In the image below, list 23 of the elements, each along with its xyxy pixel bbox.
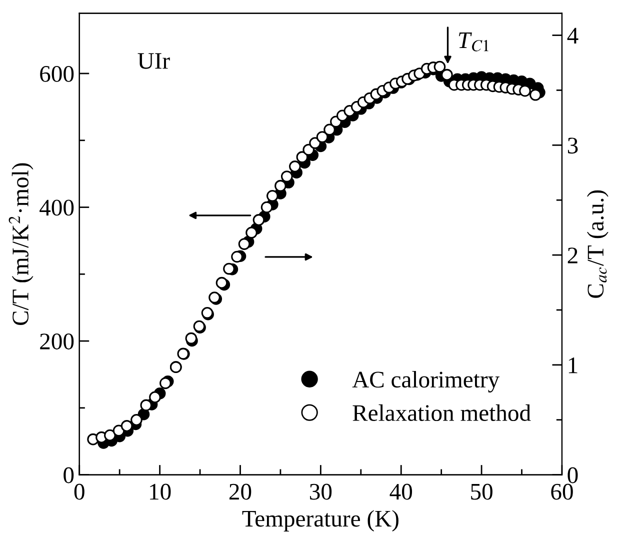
annotation: T$_{C1}$ [458,32,488,52]
x-tick-label: 40 [390,484,412,500]
y-tick-label: 400 [40,200,74,216]
x-tick-label: 50 [471,484,492,500]
y-axis-title: C/T (mJ/K$^{2}$·mol) [8,163,34,325]
x-tick-label: 30 [310,484,332,500]
y-tick-label: 200 [40,334,74,350]
x-tick-label: 20 [229,484,252,500]
y2-tick-label: 2 [568,248,578,264]
x-tick-label: 10 [150,484,171,500]
y2-tick-label: 1 [568,358,578,374]
y-tick-label: 0 [64,467,74,484]
y2-tick-label: 3 [568,138,578,154]
y2-axis-title: C$_{ac}$/T (a.u.) [586,190,608,298]
x-tick-label: 60 [551,484,573,500]
y2-tick-label: 0 [568,467,578,484]
y2-tick-label: 4 [567,28,578,44]
y-tick-label: 600 [40,66,74,82]
x-axis-title: Temperature (K) [242,510,398,532]
legend-label: AC calorimetry [352,371,500,392]
annotation: UIr [138,53,170,69]
legend-label: Relaxation method [352,404,531,422]
x-tick-label: 0 [74,484,84,500]
